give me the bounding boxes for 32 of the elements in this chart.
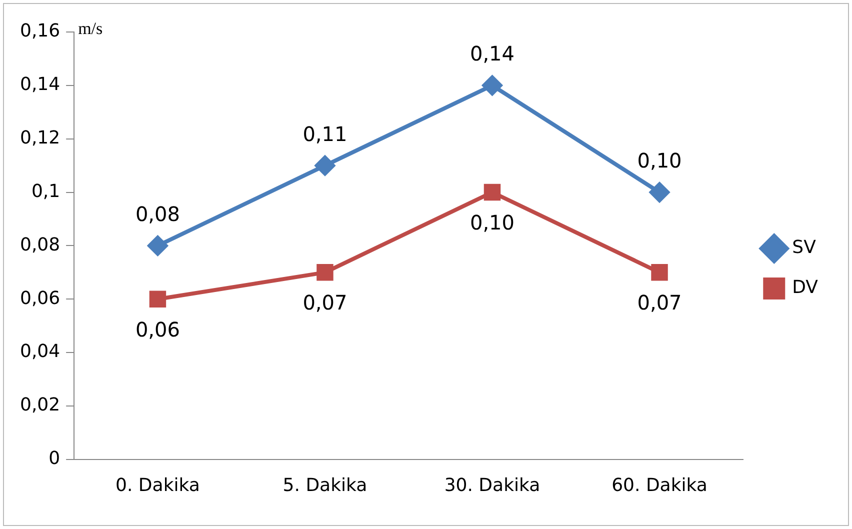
y-tick-label: 0,06 bbox=[20, 288, 60, 309]
point bbox=[651, 264, 668, 281]
x-tick-label: 60. Dakika bbox=[612, 474, 708, 496]
data-label: 0,07 bbox=[637, 290, 682, 315]
y-tick-label: 0 bbox=[48, 448, 60, 470]
y-tick-label: 0,02 bbox=[20, 394, 60, 416]
point bbox=[650, 182, 670, 202]
y-tick-label: 0,14 bbox=[20, 74, 60, 96]
y-tick-label: 0,04 bbox=[20, 341, 60, 362]
data-label: 0,14 bbox=[470, 42, 515, 66]
data-label: 0,08 bbox=[135, 202, 180, 226]
point bbox=[316, 264, 334, 281]
legend-label: DV bbox=[792, 277, 819, 298]
x-tick-label: 0. Dakika bbox=[116, 474, 200, 496]
x-tick-label: 5. Dakika bbox=[282, 474, 368, 496]
y-tick-label: 0,08 bbox=[20, 234, 60, 256]
point bbox=[482, 75, 502, 96]
legend-label: SV bbox=[792, 237, 817, 258]
data-label: 0,07 bbox=[302, 290, 348, 315]
y-tick-label: 0,12 bbox=[20, 128, 60, 149]
point bbox=[148, 236, 168, 256]
point bbox=[314, 156, 335, 176]
y-tick-label: 0,1 bbox=[31, 180, 60, 202]
data-label: 0,10 bbox=[470, 210, 515, 234]
data-label: 0,11 bbox=[302, 122, 348, 146]
y-axis-title: m/s bbox=[78, 18, 103, 38]
y-tick-label: 0,16 bbox=[20, 20, 60, 42]
x-tick-label: 30. Dakika bbox=[444, 474, 540, 496]
data-label: 0,06 bbox=[135, 317, 180, 342]
point bbox=[149, 290, 166, 308]
data-label: 0,10 bbox=[637, 148, 682, 172]
point bbox=[484, 184, 501, 201]
